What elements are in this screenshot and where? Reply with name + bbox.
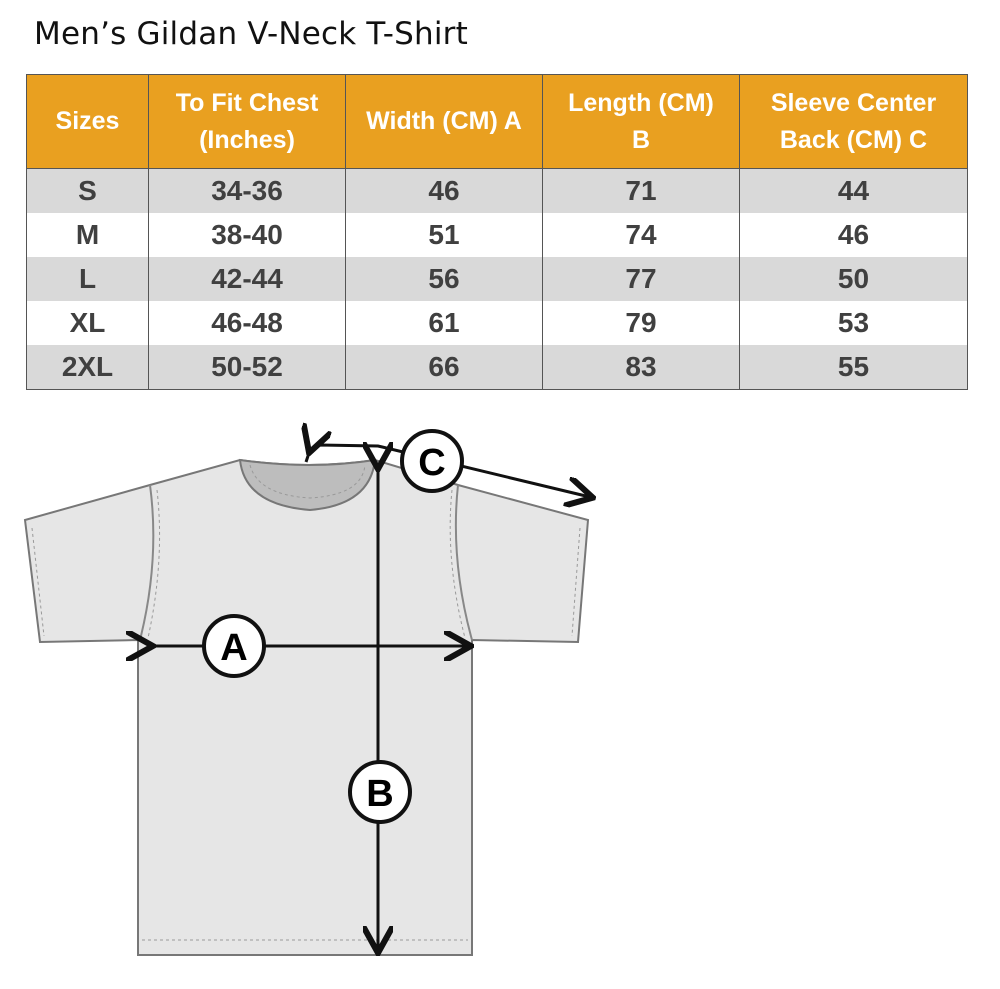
table-row: XL 46-48 61 79 53 <box>26 301 968 345</box>
header-length: Length (CM) B <box>542 74 740 169</box>
svg-text:C: C <box>418 442 445 484</box>
header-sleeve: Sleeve Center Back (CM) C <box>739 74 968 169</box>
size-chart-table: Sizes To Fit Chest (Inches) Width (CM) A … <box>26 74 968 390</box>
table-cell: 50 <box>739 257 968 301</box>
table-cell: 46 <box>739 213 968 257</box>
table-cell: XL <box>26 301 149 345</box>
table-cell: S <box>26 168 149 213</box>
table-cell: 46 <box>345 168 543 213</box>
table-cell: 53 <box>739 301 968 345</box>
table-cell: 66 <box>345 345 543 390</box>
table-cell: 51 <box>345 213 543 257</box>
table-cell: 42-44 <box>148 257 346 301</box>
table-row: M 38-40 51 74 46 <box>26 213 968 257</box>
table-header-row: Sizes To Fit Chest (Inches) Width (CM) A … <box>26 74 968 169</box>
svg-text:A: A <box>220 627 247 669</box>
table-cell: M <box>26 213 149 257</box>
table-cell: 77 <box>542 257 740 301</box>
table-cell: 46-48 <box>148 301 346 345</box>
table-cell: 56 <box>345 257 543 301</box>
header-chest: To Fit Chest (Inches) <box>148 74 346 169</box>
table-cell: 71 <box>542 168 740 213</box>
svg-text:B: B <box>366 773 393 815</box>
table-cell: 2XL <box>26 345 149 390</box>
table-cell: 34-36 <box>148 168 346 213</box>
table-cell: 55 <box>739 345 968 390</box>
header-sizes: Sizes <box>26 74 149 169</box>
label-c: C <box>400 429 464 493</box>
table-row: S 34-36 46 71 44 <box>26 168 968 213</box>
table-cell: 61 <box>345 301 543 345</box>
table-cell: 50-52 <box>148 345 346 390</box>
table-cell: 74 <box>542 213 740 257</box>
table-row: L 42-44 56 77 50 <box>26 257 968 301</box>
page-title: Men’s Gildan V-Neck T-Shirt <box>34 16 468 52</box>
tshirt-shape <box>23 458 590 956</box>
label-b: B <box>348 760 412 824</box>
table-row: 2XL 50-52 66 83 55 <box>26 345 968 390</box>
table-cell: 83 <box>542 345 740 390</box>
label-a: A <box>202 614 266 678</box>
table-cell: 44 <box>739 168 968 213</box>
table-cell: 38-40 <box>148 213 346 257</box>
header-width: Width (CM) A <box>345 74 543 169</box>
table-cell: 79 <box>542 301 740 345</box>
table-cell: L <box>26 257 149 301</box>
